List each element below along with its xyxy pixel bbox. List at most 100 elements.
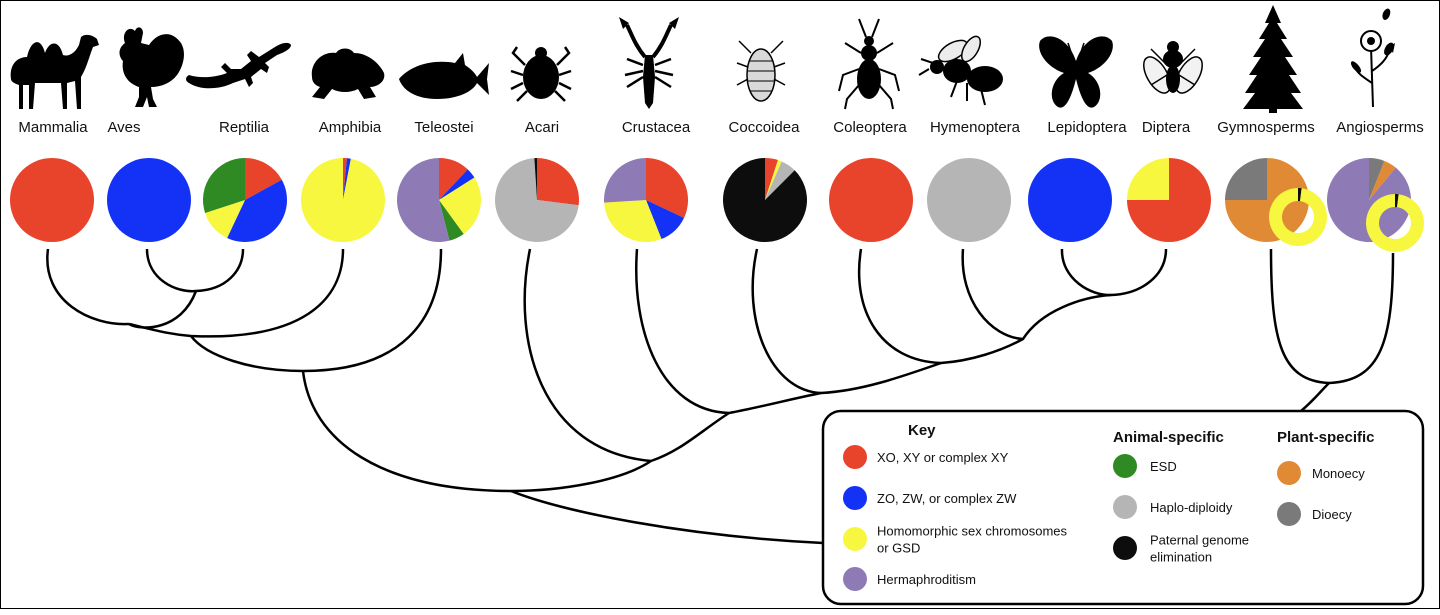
taxon-label-aves: Aves — [107, 119, 140, 136]
branch-holometabola — [940, 293, 1112, 365]
pie-crustacea-slice-hermaphroditism — [603, 158, 646, 203]
pie-coccoidea-slice-xy — [765, 158, 778, 200]
key-swatch-monoecy — [1277, 461, 1301, 485]
scale-insect-icon — [736, 40, 786, 102]
key-item-haplodiploidy: Haplo-diploidy — [1113, 495, 1233, 519]
taxon-label-amphibia: Amphibia — [319, 119, 382, 136]
key-item-xy: XO, XY or complex XY — [843, 445, 1009, 469]
branch-acari — [523, 248, 652, 463]
branch-plants-to-key — [1300, 382, 1330, 412]
pie-reptilia-slice-homomorphic — [205, 200, 245, 239]
conifer-icon — [1243, 5, 1303, 113]
pie-diptera-slice-homomorphic — [1127, 158, 1169, 200]
ring-gymnosperms — [1269, 188, 1327, 246]
branch-coleoptera — [857, 248, 942, 365]
pie-coccoidea-slice-homomorphic — [765, 160, 782, 200]
ring-gymnosperms-slice-pge — [1298, 188, 1302, 202]
taxon-labels: Mammalia Aves Reptilia Amphibia Teleostei Aca… — [18, 119, 1423, 136]
tick-icon — [510, 46, 572, 102]
pie-acari-slice-pge — [534, 158, 537, 200]
pie-teleostei-slice-homomorphic — [439, 177, 481, 234]
branch-vertebrates-to-root — [301, 370, 512, 493]
fish-icon — [399, 53, 489, 99]
key-item-monoecy: Monoecy — [1277, 461, 1365, 485]
key-item-homomorphic: Homomorphic sex chromosomes or GSD — [843, 524, 1068, 556]
pie-coccoidea-slice-pge — [722, 158, 807, 242]
pie-acari-slice-haplodiploidy — [495, 158, 579, 242]
branch-insects — [820, 361, 942, 395]
pie-amphibia-slice-zw — [343, 158, 351, 200]
pie-teleostei — [397, 158, 481, 242]
pie-teleostei-slice-xy — [439, 158, 468, 200]
key-label-monoecy: Monoecy — [1312, 466, 1365, 481]
key-label-xy: XO, XY or complex XY — [877, 450, 1009, 465]
legend-key: Key Animal-specific Plant-specific XO, X… — [821, 409, 1425, 606]
key-label-hermaphroditism: Hermaphroditism — [877, 572, 976, 587]
taxon-label-crustacea: Crustacea — [622, 119, 691, 136]
pie-aves — [107, 158, 191, 242]
branch-gymnosperms — [1269, 248, 1330, 385]
pie-reptilia-slice-esd — [203, 158, 245, 213]
camel-icon — [10, 34, 99, 110]
ring-angiosperms — [1365, 194, 1424, 252]
lizard-icon — [186, 42, 291, 89]
pie-aves-slice-zw — [107, 158, 191, 242]
key-items: XO, XY or complex XY ZO, ZW, or complex Z… — [843, 445, 1365, 591]
key-label-dioecy: Dioecy — [1312, 507, 1352, 522]
pie-gymnosperms — [1225, 158, 1309, 242]
ring-angiosperms-slice-homomorphic — [1365, 194, 1424, 252]
taxon-label-gymnosperms: Gymnosperms — [1217, 119, 1315, 136]
key-label-zw: ZO, ZW, or complex ZW — [877, 491, 1017, 506]
pie-teleostei-slice-hermaphroditism — [397, 158, 450, 242]
key-swatch-esd — [1113, 454, 1137, 478]
taxon-label-teleostei: Teleostei — [414, 119, 473, 136]
pie-teleostei-slice-zw — [439, 169, 475, 200]
key-swatch-dioecy — [1277, 502, 1301, 526]
pie-acari — [495, 158, 580, 242]
key-title: Key — [908, 422, 936, 439]
pie-lepidoptera-slice-zw — [1028, 158, 1112, 242]
key-swatch-zw — [843, 486, 867, 510]
branch-lepidoptera-diptera — [1060, 248, 1168, 297]
key-swatch-hermaphroditism — [843, 567, 867, 591]
pie-mammalia-slice-xy — [10, 158, 94, 242]
ring-angiosperms-slice-pge — [1395, 194, 1399, 208]
key-swatch-homomorphic — [843, 527, 867, 551]
silhouettes — [10, 5, 1395, 113]
pie-crustacea-slice-zw — [646, 200, 685, 240]
pie-crustacea — [603, 158, 688, 242]
taxon-label-reptilia: Reptilia — [219, 119, 270, 136]
pie-coccoidea-slice-haplodiploidy — [765, 161, 795, 200]
pie-angiosperms — [1327, 158, 1412, 242]
pie-crustacea-slice-xy — [646, 158, 688, 218]
branch-arthropods-to-root — [510, 459, 652, 493]
scorpion-icon — [619, 17, 679, 109]
branch-hymenoptera — [961, 248, 1024, 341]
taxon-label-acari: Acari — [525, 119, 559, 136]
key-item-pge: Paternal genome elimination — [1113, 533, 1249, 565]
pie-diptera — [1127, 158, 1211, 242]
rooster-icon — [119, 27, 184, 107]
pie-coleoptera-slice-xy — [829, 158, 913, 242]
branch-mammalia-aves-reptilia — [46, 248, 130, 326]
animal-specific-title: Animal-specific — [1113, 429, 1224, 446]
pie-reptilia-slice-xy — [245, 158, 282, 200]
pie-hymenoptera — [927, 158, 1011, 242]
pie-reptilia — [203, 158, 288, 242]
pie-gymnosperms-slice-dioecy — [1225, 158, 1267, 200]
branch-root-to-key — [510, 489, 824, 545]
taxon-label-diptera: Diptera — [1142, 119, 1191, 136]
key-label-esd: ESD — [1150, 459, 1177, 474]
plant-specific-title: Plant-specific — [1277, 429, 1375, 446]
key-item-zw: ZO, ZW, or complex ZW — [843, 486, 1017, 510]
pie-angiosperms-slice-dioecy — [1369, 158, 1385, 200]
beetle-icon — [838, 18, 900, 110]
taxon-label-mammalia: Mammalia — [18, 119, 88, 136]
key-swatch-xy — [843, 445, 867, 469]
pie-hymenoptera-slice-haplodiploidy — [927, 158, 1011, 242]
pie-amphibia-slice-xy — [343, 158, 347, 200]
pie-lepidoptera — [1028, 158, 1112, 242]
branch-coccoidea — [751, 248, 822, 395]
flower-icon — [1350, 8, 1395, 108]
